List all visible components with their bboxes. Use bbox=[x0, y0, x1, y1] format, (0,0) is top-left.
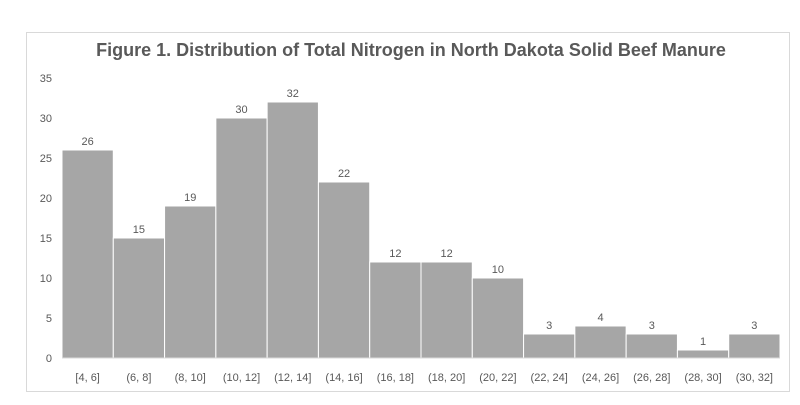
x-tick-label: (20, 22] bbox=[479, 372, 516, 384]
data-label: 1 bbox=[700, 336, 706, 348]
x-tick-label: (28, 30] bbox=[684, 372, 721, 384]
bar bbox=[215, 117, 268, 359]
y-tick-label: 25 bbox=[40, 153, 52, 165]
bar bbox=[266, 101, 319, 359]
y-tick-label: 5 bbox=[46, 313, 52, 325]
data-label: 3 bbox=[751, 320, 757, 332]
bar bbox=[317, 181, 371, 359]
x-tick-label: (8, 10] bbox=[175, 372, 206, 384]
bar bbox=[523, 333, 576, 359]
y-axis: 0 5 10 15 20 25 30 35 bbox=[40, 73, 52, 365]
data-label: 30 bbox=[235, 104, 247, 116]
x-tick-label: (6, 8] bbox=[126, 372, 151, 384]
y-tick-label: 0 bbox=[46, 353, 52, 365]
bar bbox=[420, 261, 473, 359]
x-tick-label: (22, 24] bbox=[531, 372, 568, 384]
data-label: 4 bbox=[597, 312, 603, 324]
data-label: 3 bbox=[546, 320, 552, 332]
bars-group bbox=[61, 101, 781, 359]
x-tick-label: (16, 18] bbox=[377, 372, 414, 384]
y-tick-label: 10 bbox=[40, 273, 52, 285]
bar bbox=[574, 325, 627, 359]
bar bbox=[369, 261, 422, 359]
x-tick-label: [4, 6] bbox=[75, 372, 99, 384]
x-tick-label: (14, 16] bbox=[325, 372, 362, 384]
x-tick-label: (10, 12] bbox=[223, 372, 260, 384]
x-tick-label: (24, 26] bbox=[582, 372, 619, 384]
x-tick-label: (26, 28] bbox=[633, 372, 670, 384]
data-label: 26 bbox=[82, 136, 94, 148]
bar bbox=[112, 237, 166, 359]
bar bbox=[164, 205, 217, 359]
x-tick-label: (18, 20] bbox=[428, 372, 465, 384]
data-label: 12 bbox=[441, 248, 453, 260]
y-tick-label: 15 bbox=[40, 233, 52, 245]
x-tick-label: (12, 14] bbox=[274, 372, 311, 384]
bar bbox=[625, 333, 678, 359]
data-label: 12 bbox=[389, 248, 401, 260]
x-axis: [4, 6] (6, 8] (8, 10] (10, 12] (12, 14] (14, … bbox=[62, 357, 780, 384]
data-label: 3 bbox=[649, 320, 655, 332]
y-tick-label: 30 bbox=[40, 113, 52, 125]
y-tick-label: 35 bbox=[40, 73, 52, 85]
bar bbox=[471, 277, 525, 359]
x-tick-label: (30, 32] bbox=[736, 372, 773, 384]
data-label: 22 bbox=[338, 168, 350, 180]
data-label: 15 bbox=[133, 224, 145, 236]
bar bbox=[61, 149, 114, 359]
y-tick-label: 20 bbox=[40, 193, 52, 205]
data-label: 32 bbox=[287, 88, 299, 100]
bar bbox=[728, 333, 781, 359]
chart-title: Figure 1. Distribution of Total Nitrogen… bbox=[96, 40, 726, 60]
data-label: 19 bbox=[184, 192, 196, 204]
data-labels-group: 26 15 19 30 32 22 12 12 10 3 4 3 1 3 bbox=[82, 88, 758, 348]
data-label: 10 bbox=[492, 264, 504, 276]
bar bbox=[676, 349, 730, 359]
